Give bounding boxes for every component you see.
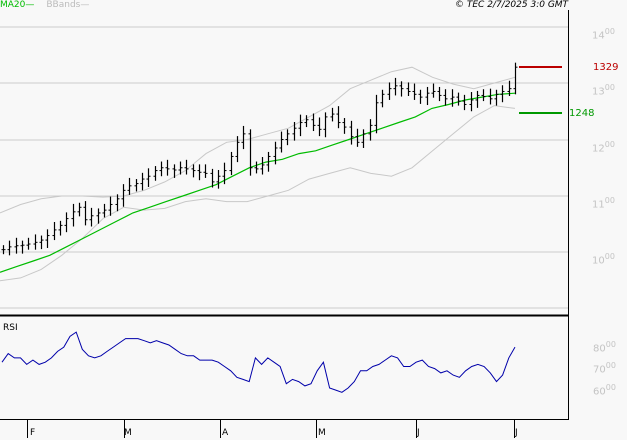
month-label-mar: M	[124, 428, 132, 438]
price-axis-label-1400: 1400	[592, 27, 615, 42]
chart-legend: MA20— BBands—	[0, 0, 89, 11]
price-axis-label-1000: 1000	[592, 252, 615, 267]
price-axis-label-1200: 1200	[592, 140, 615, 155]
chart-axes	[0, 10, 569, 438]
month-label-jul: J	[515, 428, 518, 438]
legend-ma20-label: MA20	[0, 0, 26, 10]
legend-ma20: MA20—	[0, 0, 34, 10]
price-axis-label-1300: 1300	[592, 83, 615, 98]
rsi-axis-label-80: 8000	[593, 340, 616, 355]
price-gridlines	[0, 26, 568, 309]
copyright-timestamp: © TEC 2/7/2025 3:0 GMT	[455, 0, 569, 10]
support-level-label: 1248	[569, 108, 595, 119]
rsi-axis-label-70: 7000	[593, 361, 616, 376]
ma20-line	[0, 92, 516, 273]
legend-bbands-swatch: —	[80, 0, 90, 10]
legend-bbands: BBands—	[46, 0, 89, 10]
rsi-axis-label-60: 6000	[593, 383, 616, 398]
price-bars	[1, 62, 518, 256]
month-label-feb: F	[30, 428, 36, 438]
price-axis-label-1100: 1100	[592, 196, 615, 211]
month-label-may: M	[318, 428, 326, 438]
month-label-jun: J	[417, 428, 420, 438]
resistance-level-label: 1329	[593, 62, 619, 73]
support-resistance-levels	[519, 66, 562, 114]
legend-bbands-label: BBands	[46, 0, 81, 10]
month-label-apr: A	[222, 428, 229, 438]
rsi-panel-title: RSI	[3, 323, 18, 333]
legend-ma20-swatch: —	[25, 0, 35, 10]
rsi-line	[1, 331, 516, 393]
bollinger-bands	[0, 66, 516, 282]
